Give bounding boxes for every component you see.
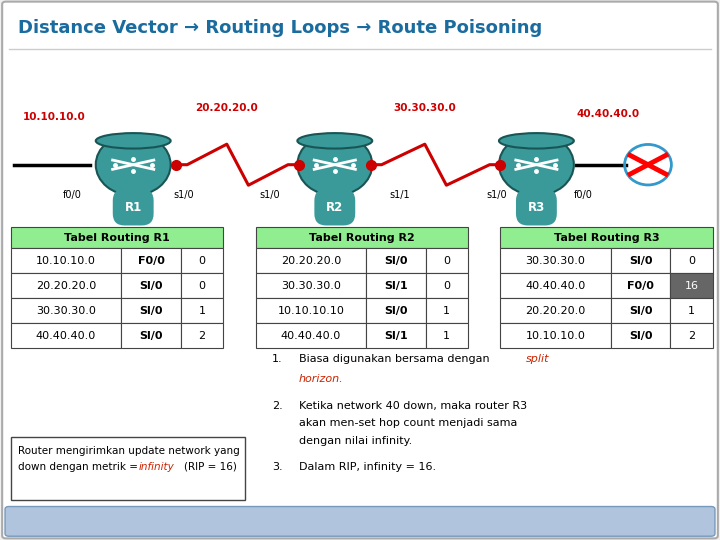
Ellipse shape: [499, 133, 574, 149]
FancyBboxPatch shape: [670, 248, 713, 273]
FancyBboxPatch shape: [500, 273, 611, 299]
FancyBboxPatch shape: [121, 248, 181, 273]
FancyBboxPatch shape: [11, 323, 121, 348]
FancyBboxPatch shape: [256, 298, 366, 323]
Text: Sl/1: Sl/1: [384, 331, 408, 341]
FancyBboxPatch shape: [366, 323, 426, 348]
FancyBboxPatch shape: [181, 273, 223, 299]
Text: 1.: 1.: [272, 354, 283, 364]
FancyBboxPatch shape: [121, 323, 181, 348]
Text: R3: R3: [528, 201, 545, 214]
Text: 1: 1: [199, 306, 205, 316]
Text: 20.20.20.0: 20.20.20.0: [526, 306, 586, 316]
Text: Tabel Routing R3: Tabel Routing R3: [554, 233, 660, 242]
FancyBboxPatch shape: [670, 323, 713, 348]
Text: 16: 16: [685, 281, 698, 291]
Text: F0/0: F0/0: [138, 256, 164, 266]
Text: 40.40.40.0: 40.40.40.0: [526, 281, 586, 291]
Text: Sl/0: Sl/0: [629, 306, 652, 316]
FancyBboxPatch shape: [11, 437, 245, 500]
Text: Tabel Routing R2: Tabel Routing R2: [309, 233, 415, 242]
Text: 30.30.30.0: 30.30.30.0: [36, 306, 96, 316]
Text: 30.30.30.0: 30.30.30.0: [526, 256, 585, 266]
Text: Sl/0: Sl/0: [629, 331, 652, 341]
FancyBboxPatch shape: [181, 248, 223, 273]
FancyBboxPatch shape: [611, 323, 670, 348]
Text: s1/1: s1/1: [390, 190, 410, 200]
FancyBboxPatch shape: [426, 323, 468, 348]
FancyBboxPatch shape: [11, 298, 121, 323]
Text: Dalam RIP, infinity = 16.: Dalam RIP, infinity = 16.: [299, 462, 436, 472]
Text: Biasa digunakan bersama dengan: Biasa digunakan bersama dengan: [299, 354, 493, 364]
FancyBboxPatch shape: [11, 248, 121, 273]
Text: f0/0: f0/0: [63, 190, 81, 200]
Ellipse shape: [499, 134, 574, 195]
Text: Sl/0: Sl/0: [384, 306, 408, 316]
Text: R1: R1: [125, 201, 142, 214]
Text: 30.30.30.0: 30.30.30.0: [393, 103, 456, 113]
FancyBboxPatch shape: [500, 248, 611, 273]
Text: Sl/0: Sl/0: [384, 256, 408, 266]
FancyBboxPatch shape: [500, 227, 713, 248]
FancyBboxPatch shape: [121, 298, 181, 323]
Text: Ketika network 40 down, maka router R3: Ketika network 40 down, maka router R3: [299, 401, 527, 411]
FancyBboxPatch shape: [611, 273, 670, 299]
Ellipse shape: [96, 133, 171, 149]
FancyBboxPatch shape: [670, 298, 713, 323]
Text: 0: 0: [444, 256, 450, 266]
Text: 2.: 2.: [272, 401, 283, 411]
FancyBboxPatch shape: [426, 298, 468, 323]
Text: 1: 1: [688, 306, 695, 316]
Text: down dengan metrik =: down dengan metrik =: [18, 462, 141, 472]
Text: 20.20.20.0: 20.20.20.0: [281, 256, 341, 266]
Text: 2: 2: [688, 331, 695, 341]
Text: 40.40.40.0: 40.40.40.0: [36, 331, 96, 341]
FancyBboxPatch shape: [256, 323, 366, 348]
Text: 40.40.40.0: 40.40.40.0: [281, 331, 341, 341]
FancyBboxPatch shape: [181, 323, 223, 348]
FancyBboxPatch shape: [121, 273, 181, 299]
FancyBboxPatch shape: [366, 273, 426, 299]
Text: infinity: infinity: [138, 462, 174, 472]
FancyBboxPatch shape: [181, 298, 223, 323]
FancyBboxPatch shape: [611, 298, 670, 323]
Text: 20.20.20.0: 20.20.20.0: [195, 103, 258, 113]
Text: 0: 0: [199, 281, 205, 291]
Text: 2: 2: [199, 331, 205, 341]
Text: Sl/0: Sl/0: [629, 256, 652, 266]
Text: Sl/0: Sl/0: [139, 306, 163, 316]
Text: (RIP = 16): (RIP = 16): [184, 462, 236, 472]
FancyBboxPatch shape: [256, 248, 366, 273]
Text: F0/0: F0/0: [627, 281, 654, 291]
FancyBboxPatch shape: [500, 298, 611, 323]
Text: 20.20.20.0: 20.20.20.0: [36, 281, 96, 291]
Text: 10.10.10.10: 10.10.10.10: [277, 306, 344, 316]
FancyBboxPatch shape: [366, 248, 426, 273]
Text: 0: 0: [444, 281, 450, 291]
Text: R2: R2: [326, 201, 343, 214]
FancyBboxPatch shape: [11, 227, 223, 248]
FancyBboxPatch shape: [670, 273, 713, 299]
Text: Router mengirimkan update network yang: Router mengirimkan update network yang: [18, 446, 240, 456]
Text: 0: 0: [199, 256, 205, 266]
Text: 30.30.30.0: 30.30.30.0: [281, 281, 341, 291]
FancyBboxPatch shape: [11, 273, 121, 299]
Text: Distance Vector → Routing Loops → Route Poisoning: Distance Vector → Routing Loops → Route …: [18, 19, 542, 37]
Text: 1: 1: [444, 306, 450, 316]
Text: 0: 0: [688, 256, 695, 266]
FancyBboxPatch shape: [426, 273, 468, 299]
Text: 3.: 3.: [272, 462, 283, 472]
Text: akan men-set hop count menjadi sama: akan men-set hop count menjadi sama: [299, 418, 517, 429]
Ellipse shape: [297, 134, 372, 195]
Text: dengan nilai infinity.: dengan nilai infinity.: [299, 436, 412, 447]
FancyBboxPatch shape: [500, 323, 611, 348]
Ellipse shape: [297, 133, 372, 149]
Text: horizon.: horizon.: [299, 374, 343, 384]
Text: 1: 1: [444, 331, 450, 341]
Ellipse shape: [96, 134, 171, 195]
FancyBboxPatch shape: [366, 298, 426, 323]
FancyBboxPatch shape: [256, 227, 468, 248]
FancyBboxPatch shape: [426, 248, 468, 273]
Text: 10.10.10.0: 10.10.10.0: [526, 331, 585, 341]
